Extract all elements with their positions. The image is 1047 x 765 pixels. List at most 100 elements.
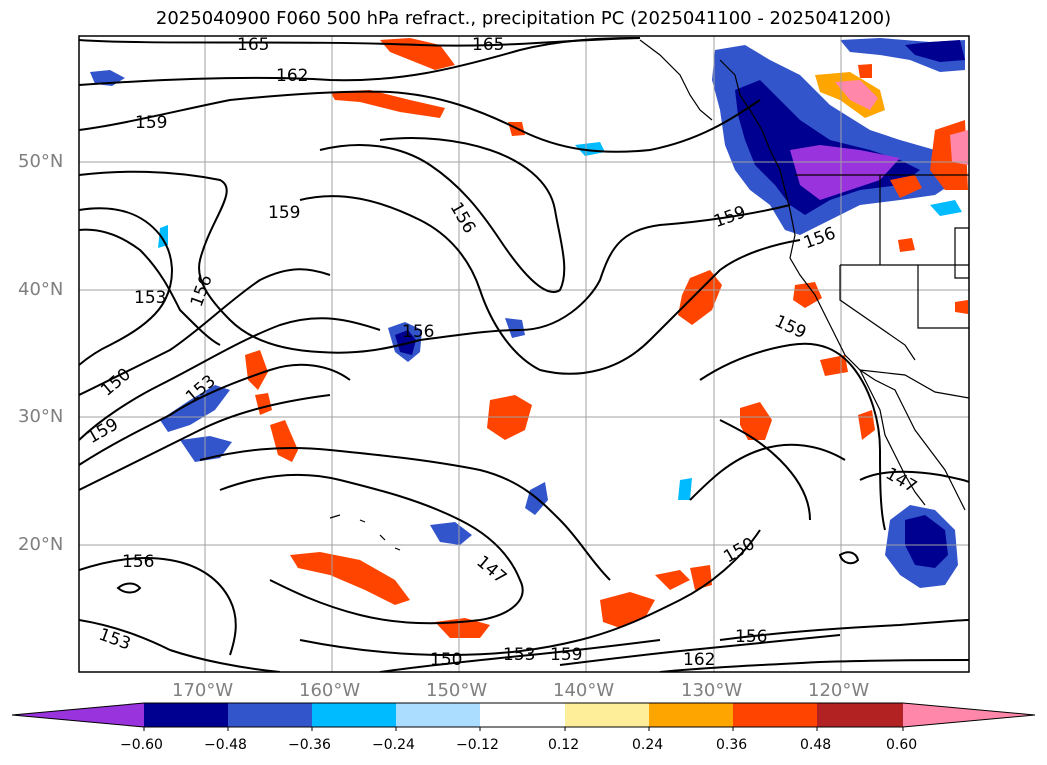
lon-label-120w: 120°W — [808, 680, 870, 701]
lon-label-150w: 150°W — [426, 680, 488, 701]
contour-156-central — [299, 195, 801, 375]
colorbar-seg — [480, 703, 566, 727]
colorbar-tick-label: −0.60 — [120, 737, 163, 753]
colorbar-seg — [649, 703, 734, 727]
contour-150-west — [79, 268, 331, 396]
contour-label: 150 — [430, 650, 462, 670]
colorbar-extend-high — [903, 703, 1035, 727]
refractivity-contours — [79, 37, 969, 672]
border-ca-nv — [839, 265, 916, 361]
precip-area-alberta-core — [950, 130, 968, 165]
contour-162 — [79, 37, 641, 86]
precip-negative-areas — [90, 38, 965, 588]
lat-label-40n: 40°N — [18, 279, 64, 300]
colorbar-tick-label: −0.48 — [204, 737, 247, 753]
contour-156-sw — [79, 557, 237, 656]
colorbar-seg — [312, 703, 397, 727]
contour-label: 153 — [134, 288, 166, 308]
map-frame-border — [78, 35, 970, 673]
colorbar-tick-label: 0.36 — [716, 737, 748, 753]
precip-area-central-pacific-core — [395, 330, 416, 355]
lat-label-20n: 20°N — [18, 534, 64, 555]
islands-hawaii — [329, 514, 401, 551]
colorbar-seg — [817, 703, 904, 727]
contour-159-sw2 — [79, 394, 331, 491]
lat-label-30n: 30°N — [18, 406, 64, 427]
contour-label: 165 — [237, 35, 269, 55]
colorbar-extend-low — [12, 703, 145, 727]
contour-150-center — [199, 447, 611, 581]
colorbar-seg — [228, 703, 313, 727]
precip-area-subtropical-8 — [740, 402, 772, 440]
border-us-mexico — [859, 369, 969, 399]
contour-159-sw — [79, 363, 351, 466]
coastline-north-america — [719, 59, 966, 511]
precip-area-offshore-ca — [678, 270, 722, 325]
precip-area-subtropical-9 — [255, 393, 272, 415]
colorbar-seg — [144, 703, 229, 727]
colorbar-seg — [565, 703, 650, 727]
precip-area-subtropical-2 — [290, 552, 410, 605]
colorbar-tick-marks — [143, 727, 904, 731]
precip-area-gulf-alaska — [330, 90, 445, 118]
colorbar-tick-label: −0.24 — [372, 737, 415, 753]
contour-label: 159 — [135, 113, 167, 133]
precip-area-bc-interior-core — [835, 80, 878, 110]
precip-area-subtropical-7 — [245, 350, 268, 390]
precip-area-small-6 — [575, 142, 605, 156]
precip-area-subtropical-5 — [655, 570, 690, 590]
contour-162-south — [659, 659, 969, 672]
precip-area-north-bc-core — [905, 40, 965, 62]
colorbar-tick-label: 0.48 — [800, 737, 832, 753]
colorbar-tick-label: −0.36 — [288, 737, 331, 753]
precip-area-small-7 — [930, 200, 962, 216]
contour-153-sw — [79, 619, 281, 672]
border-states — [840, 175, 969, 329]
contour-159-north — [79, 90, 761, 153]
contour-147-east — [719, 419, 969, 521]
contour-label: 156 — [402, 322, 434, 342]
contour-156-south — [719, 619, 969, 641]
colorbar — [11, 702, 1036, 731]
contour-147-center — [219, 473, 524, 625]
precip-area-subtropical-15 — [898, 238, 915, 252]
precip-area-small-9 — [678, 478, 692, 500]
precip-area-subtropical-6 — [270, 420, 298, 462]
coastlines — [329, 39, 969, 551]
contour-label: 153 — [503, 645, 535, 665]
contour-153-mid — [79, 317, 381, 441]
contour-label: 162 — [683, 650, 715, 670]
contour-153-west — [79, 207, 173, 366]
precip-area-subtropical-band — [160, 385, 230, 432]
contour-small-loop-1 — [116, 582, 142, 594]
colorbar-seg — [396, 703, 481, 727]
precip-area-small-2 — [505, 318, 525, 338]
lon-label-160w: 160°W — [299, 680, 361, 701]
contour-label: 159 — [268, 203, 300, 223]
contour-156-west — [79, 228, 221, 346]
colorbar-tick-label: 0.24 — [632, 737, 664, 753]
colorbar-tick-label: −0.12 — [456, 737, 499, 753]
precip-area-subtropical-16 — [955, 300, 968, 314]
colorbar-tick-label: 0.60 — [886, 737, 918, 753]
contour-small-loop-2 — [838, 551, 860, 565]
contour-label: 156 — [735, 627, 767, 647]
contour-label: 156 — [122, 552, 154, 572]
colorbar-seg — [733, 703, 818, 727]
contour-159-south — [559, 634, 841, 666]
precip-area-small-pos-2 — [858, 64, 872, 78]
lon-label-130w: 130°W — [681, 680, 743, 701]
precip-area-baja-core — [905, 515, 948, 568]
lat-label-50n: 50°N — [18, 151, 64, 172]
contour-label: 159 — [550, 645, 582, 665]
coastline-baja — [859, 369, 926, 506]
coastline-alaska — [639, 39, 713, 121]
contour-156-inner — [319, 137, 566, 293]
contour-label: 162 — [276, 66, 308, 86]
precip-area-subtropical-11 — [793, 282, 822, 308]
contour-159-west — [79, 170, 791, 354]
precip-area-small-1 — [430, 522, 472, 545]
lon-label-140w: 140°W — [553, 680, 615, 701]
precip-area-subtropical-14 — [890, 175, 922, 198]
